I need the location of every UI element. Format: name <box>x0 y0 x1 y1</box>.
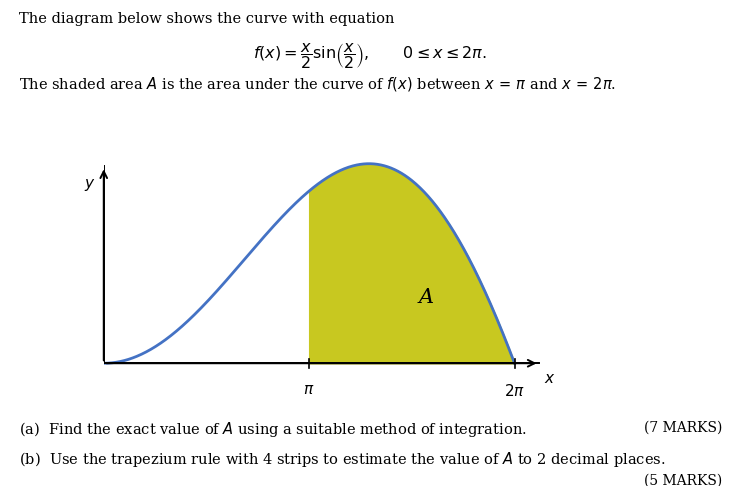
Text: The diagram below shows the curve with equation: The diagram below shows the curve with e… <box>19 12 394 26</box>
Text: (5 MARKS): (5 MARKS) <box>644 474 722 486</box>
Text: The shaded area $A$ is the area under the curve of $f(x)$ between $x\, =\, \pi$ : The shaded area $A$ is the area under th… <box>19 75 616 93</box>
Text: $x$: $x$ <box>544 372 556 385</box>
Text: $y$: $y$ <box>84 177 95 193</box>
Text: A: A <box>419 288 433 307</box>
Text: (b)  Use the trapezium rule with 4 strips to estimate the value of $A$ to 2 deci: (b) Use the trapezium rule with 4 strips… <box>19 450 665 469</box>
Text: $\pi$: $\pi$ <box>304 383 315 397</box>
Text: $f(x) = \dfrac{x}{2}\sin\!\left(\dfrac{x}{2}\right),$$\qquad 0 \leq x \leq 2\pi.: $f(x) = \dfrac{x}{2}\sin\!\left(\dfrac{x… <box>253 41 488 71</box>
Text: $2\pi$: $2\pi$ <box>504 383 525 399</box>
Text: (7 MARKS): (7 MARKS) <box>644 420 722 434</box>
Text: (a)  Find the exact value of $A$ using a suitable method of integration.: (a) Find the exact value of $A$ using a … <box>19 420 526 439</box>
